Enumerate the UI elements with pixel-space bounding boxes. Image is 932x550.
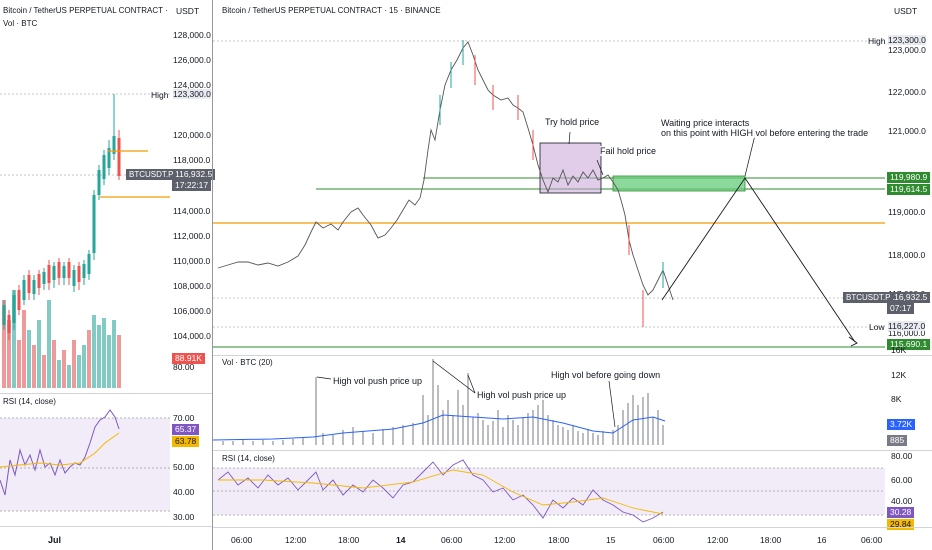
left-rsi-ma-value: 63.78 xyxy=(172,436,200,447)
left-price-tick: 106,000.0 xyxy=(173,306,211,316)
vol-tick: 8K xyxy=(891,394,902,404)
main-low-label: Low xyxy=(869,322,885,332)
annotation-waiting-line1: Waiting price interacts xyxy=(661,118,750,128)
left-vol-label: Vol · BTC xyxy=(3,19,38,28)
left-high-value: 123,300.0 xyxy=(173,89,211,99)
vol-annotation-pointers xyxy=(316,360,616,428)
annotation-high-vol-1: High vol push price up xyxy=(333,376,423,386)
main-price-tick: 116,000.0 xyxy=(888,328,926,338)
left-chart-currency: USDT xyxy=(176,6,200,16)
time-tick: 18:00 xyxy=(548,535,570,545)
time-tick: 12:00 xyxy=(707,535,729,545)
left-price-tick: 104,000.0 xyxy=(173,331,211,341)
main-price-chart xyxy=(213,40,885,348)
main-countdown: 07:17 xyxy=(887,303,915,314)
time-tick: 06:00 xyxy=(441,535,463,545)
left-rsi-tick: 50.00 xyxy=(173,462,195,472)
main-vol-title: Vol · BTC (20) xyxy=(222,358,273,367)
left-rsi-axis[interactable]: 70.00 65.37 63.78 50.00 40.00 30.00 xyxy=(170,405,212,525)
time-tick: 12:00 xyxy=(285,535,307,545)
left-price-tag: 116,932.5 xyxy=(172,169,216,180)
left-rsi-tick: 30.00 xyxy=(173,512,195,522)
main-price-tick: 118,000.0 xyxy=(888,250,926,260)
left-price-chart xyxy=(0,93,170,388)
left-price-tick: 120,000.0 xyxy=(173,130,211,140)
left-price-tick: 114,000.0 xyxy=(173,206,211,216)
time-tick: 18:00 xyxy=(338,535,360,545)
left-price-tick: 112,000.0 xyxy=(173,231,211,241)
main-price-axis[interactable]: 123,000.0 122,000.0 121,000.0 119,000.0 … xyxy=(885,0,932,355)
left-time-label: Jul xyxy=(48,535,62,545)
main-price-tag: 116,932.5 xyxy=(887,292,931,303)
main-rsi-title: RSI (14, close) xyxy=(222,454,275,463)
rsi-tick: 40.00 xyxy=(891,496,913,506)
left-rsi-value: 65.37 xyxy=(172,424,200,435)
main-time-axis[interactable]: 06:00 12:00 18:00 14 06:00 12:00 18:00 1… xyxy=(213,528,885,550)
main-high-label: High xyxy=(868,36,886,46)
left-high-label: High xyxy=(151,90,169,100)
main-price-tick: 121,000.0 xyxy=(888,126,926,136)
level-119980: 119,980.9 xyxy=(887,172,931,183)
left-rsi-chart xyxy=(0,409,170,512)
left-price-tick: 128,000.0 xyxy=(173,30,211,40)
left-candles xyxy=(2,94,121,340)
time-tick: 12:00 xyxy=(494,535,516,545)
left-symbol-tag: BTCUSDT.P xyxy=(126,169,177,180)
left-price-tick: 108,000.0 xyxy=(173,281,211,291)
annotation-waiting-line2: on this point with HIGH vol before enter… xyxy=(661,128,869,138)
main-candle-bodies xyxy=(439,40,664,327)
main-volume-chart xyxy=(213,359,666,445)
main-rsi-chart xyxy=(213,459,885,523)
main-rsi-axis[interactable]: 80.00 60.00 40.00 30.28 29.84 xyxy=(885,450,932,530)
left-price-tick: 126,000.0 xyxy=(173,55,211,65)
try-hold-box xyxy=(539,142,602,194)
main-low-value: 116,227.0 xyxy=(888,321,926,331)
time-tick: 16 xyxy=(817,535,827,545)
left-rsi-tick: 70.00 xyxy=(173,413,195,423)
left-rsi-tick: 80.00 xyxy=(173,362,195,372)
annotation-high-vol-2: High vol push price up xyxy=(477,390,567,400)
entry-zone-box xyxy=(612,175,746,192)
left-price-tick: 110,000.0 xyxy=(173,256,211,266)
left-vol-tag: 88.91K xyxy=(172,353,205,364)
main-chart-currency: USDT xyxy=(894,6,918,16)
left-rsi-tick: 40.00 xyxy=(173,487,195,497)
main-high-value: 123,300.0 xyxy=(888,35,926,45)
left-volume-bars xyxy=(2,290,121,388)
main-price-tick: 122,000.0 xyxy=(888,87,926,97)
main-rsi-ma-value: 29.84 xyxy=(887,519,915,530)
level-115690: 115,690.1 xyxy=(887,339,931,350)
main-rsi-value: 30.28 xyxy=(887,507,915,518)
vol-tick: 12K xyxy=(891,370,907,380)
left-price-tick: 118,000.0 xyxy=(173,155,211,165)
vol-ma-tag: 885 xyxy=(887,435,908,446)
time-tick: 18:00 xyxy=(760,535,782,545)
main-symbol-tag: BTCUSDT.P xyxy=(843,292,894,303)
main-chart-title: Bitcoin / TetherUS PERPETUAL CONTRACT · … xyxy=(222,6,441,15)
level-119614: 119,614.5 xyxy=(887,184,931,195)
left-price-tick: 124,000.0 xyxy=(173,80,211,90)
time-tick: 06:00 xyxy=(861,535,883,545)
time-tick: 06:00 xyxy=(653,535,675,545)
rsi-tick: 80.00 xyxy=(891,451,913,461)
annotation-high-vol-down: High vol before going down xyxy=(551,370,661,380)
time-tick: 14 xyxy=(396,535,406,545)
rsi-tick: 60.00 xyxy=(891,475,913,485)
main-candles xyxy=(217,41,674,301)
main-vol-axis[interactable]: 16K 12K 8K 3.72K 885 xyxy=(885,345,932,450)
left-rsi-title: RSI (14, close) xyxy=(3,397,56,406)
left-chart-title: Bitcoin / TetherUS PERPETUAL CONTRACT · … xyxy=(3,6,168,15)
vol-tick: 16K xyxy=(891,345,907,355)
vol-tag: 3.72K xyxy=(887,419,916,430)
main-price-tick: 123,000.0 xyxy=(888,45,926,55)
annotation-fail-hold: Fail hold price xyxy=(600,146,657,156)
main-chart-panel[interactable]: Bitcoin / TetherUS PERPETUAL CONTRACT · … xyxy=(213,0,932,550)
left-chart-panel[interactable]: Bitcoin / TetherUS PERPETUAL CONTRACT · … xyxy=(0,0,216,550)
time-tick: 15 xyxy=(606,535,616,545)
main-price-tick: 119,000.0 xyxy=(888,207,926,217)
annotation-try-hold: Try hold price xyxy=(545,117,600,127)
left-countdown: 17:22:17 xyxy=(172,180,212,191)
time-tick: 06:00 xyxy=(231,535,253,545)
left-price-axis[interactable]: 128,000.0 126,000.0 124,000.0 120,000.0 … xyxy=(170,0,216,400)
